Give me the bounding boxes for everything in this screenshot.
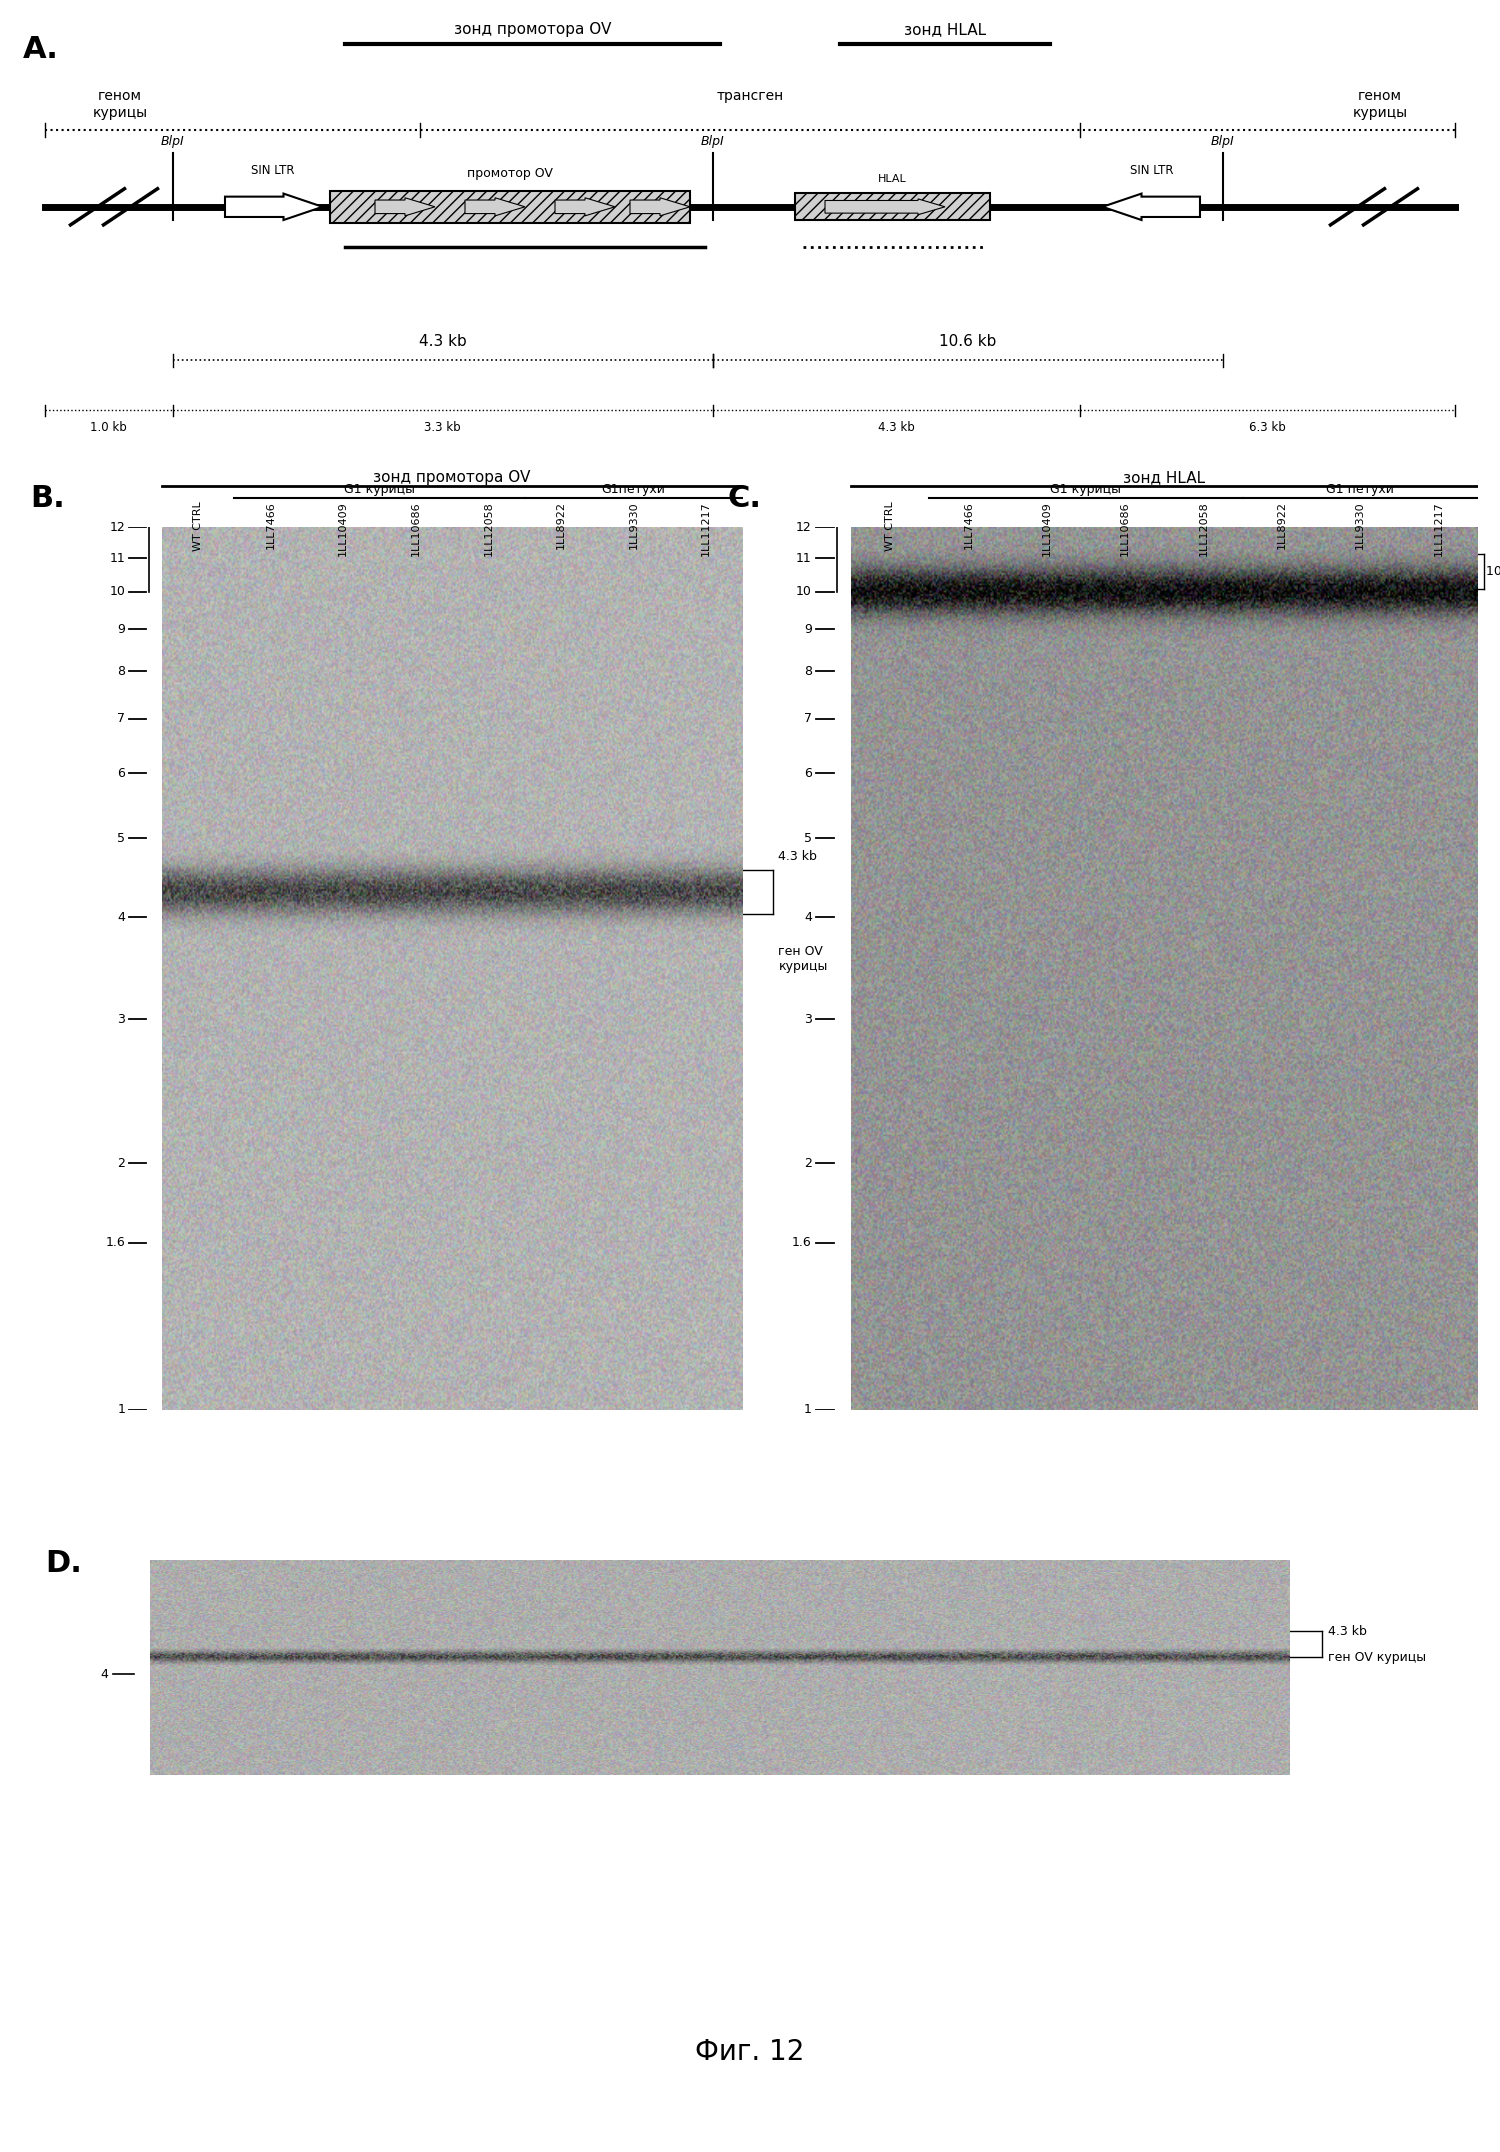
Text: D.: D. (45, 1549, 82, 1577)
Text: A.: A. (22, 34, 58, 65)
Text: 1LL10409: 1LL10409 (339, 501, 348, 555)
Text: геном
курицы: геном курицы (93, 90, 147, 121)
Text: 4: 4 (804, 910, 812, 923)
Text: 7: 7 (804, 712, 812, 725)
Text: зонд HLAL: зонд HLAL (904, 22, 986, 37)
Text: 1LL9330: 1LL9330 (1354, 501, 1365, 549)
Text: 6.3 kb: 6.3 kb (1250, 422, 1286, 435)
Text: 3: 3 (804, 1014, 812, 1027)
Text: трансген: трансген (717, 90, 783, 103)
Text: G1 курицы: G1 курицы (344, 484, 416, 497)
Text: 10: 10 (796, 585, 812, 598)
Text: зонд HLAL: зонд HLAL (1124, 471, 1206, 486)
Text: зонд промотора OV: зонд промотора OV (454, 22, 610, 37)
Text: 1LL10686: 1LL10686 (411, 501, 422, 555)
Text: 4.3 kb: 4.3 kb (1328, 1625, 1366, 1638)
FancyArrow shape (630, 198, 690, 215)
Text: 11: 11 (796, 551, 812, 564)
Bar (330, 192, 690, 222)
Text: G1 курицы: G1 курицы (1050, 484, 1122, 497)
Text: G1петухи: G1петухи (602, 484, 666, 497)
Text: 4.3 kb: 4.3 kb (778, 850, 818, 863)
Text: 6: 6 (117, 766, 126, 779)
Text: WT CTRL: WT CTRL (194, 501, 202, 551)
Text: 1LL9330: 1LL9330 (628, 501, 639, 549)
Text: BlpI: BlpI (1210, 136, 1234, 148)
FancyArrow shape (375, 198, 435, 215)
Text: 4.3 kb: 4.3 kb (419, 334, 466, 349)
Text: 1LL10409: 1LL10409 (1042, 501, 1052, 555)
Text: BlpI: BlpI (160, 136, 184, 148)
Text: 1.6: 1.6 (792, 1235, 812, 1248)
Text: Фиг. 12: Фиг. 12 (696, 2038, 804, 2066)
Text: 2: 2 (804, 1158, 812, 1171)
Text: 10: 10 (110, 585, 126, 598)
FancyArrow shape (1102, 194, 1200, 220)
Text: 9: 9 (804, 622, 812, 635)
Text: 5: 5 (117, 831, 126, 844)
Text: 1.6: 1.6 (105, 1235, 126, 1248)
Text: 1LL11217: 1LL11217 (700, 501, 711, 555)
Text: 3: 3 (117, 1014, 126, 1027)
Text: SIN LTR: SIN LTR (1131, 164, 1173, 176)
FancyArrow shape (225, 194, 322, 220)
Bar (795, 194, 990, 220)
Text: 12: 12 (796, 521, 812, 534)
Text: 1LL7466: 1LL7466 (266, 501, 276, 549)
Text: 4: 4 (117, 910, 126, 923)
Text: 1: 1 (804, 1403, 812, 1416)
Text: 1LL7466: 1LL7466 (963, 501, 974, 549)
Text: 1LL8922: 1LL8922 (556, 501, 566, 549)
Text: 12: 12 (110, 521, 126, 534)
Text: 2: 2 (117, 1158, 126, 1171)
Text: 1.0 kb: 1.0 kb (90, 422, 126, 435)
Text: BlpI: BlpI (700, 136, 724, 148)
Text: 4: 4 (100, 1668, 108, 1681)
Text: 1: 1 (117, 1403, 126, 1416)
Text: C.: C. (728, 484, 762, 512)
FancyArrow shape (465, 198, 525, 215)
Text: SIN LTR: SIN LTR (251, 164, 294, 176)
Text: геном
курицы: геном курицы (1353, 90, 1407, 121)
Text: B.: B. (30, 484, 64, 512)
Text: зонд промотора OV: зонд промотора OV (374, 471, 531, 486)
Text: 5: 5 (804, 831, 812, 844)
Text: 7: 7 (117, 712, 126, 725)
Text: HLAL: HLAL (878, 174, 908, 185)
Text: 1LL11217: 1LL11217 (1434, 501, 1443, 555)
FancyArrow shape (825, 198, 945, 215)
Text: WT CTRL: WT CTRL (885, 501, 896, 551)
FancyArrow shape (555, 198, 615, 215)
Text: 3.3 kb: 3.3 kb (424, 422, 460, 435)
Text: 10.6 kb: 10.6 kb (1486, 564, 1500, 577)
Text: ген OV курицы: ген OV курицы (1328, 1651, 1426, 1663)
Text: 8: 8 (804, 665, 812, 678)
Text: 1LL10686: 1LL10686 (1120, 501, 1130, 555)
Text: 1LL8922: 1LL8922 (1276, 501, 1287, 549)
Text: 1LL12058: 1LL12058 (483, 501, 494, 555)
Text: G1 петухи: G1 петухи (1326, 484, 1394, 497)
Text: промотор OV: промотор OV (466, 166, 554, 181)
Text: 6: 6 (804, 766, 812, 779)
Text: 8: 8 (117, 665, 126, 678)
Text: ген OV
курицы: ген OV курицы (778, 945, 828, 973)
Text: 1LL12058: 1LL12058 (1198, 501, 1209, 555)
Text: 4.3 kb: 4.3 kb (878, 422, 915, 435)
Text: 11: 11 (110, 551, 126, 564)
Text: 9: 9 (117, 622, 126, 635)
Text: 10.6 kb: 10.6 kb (939, 334, 996, 349)
